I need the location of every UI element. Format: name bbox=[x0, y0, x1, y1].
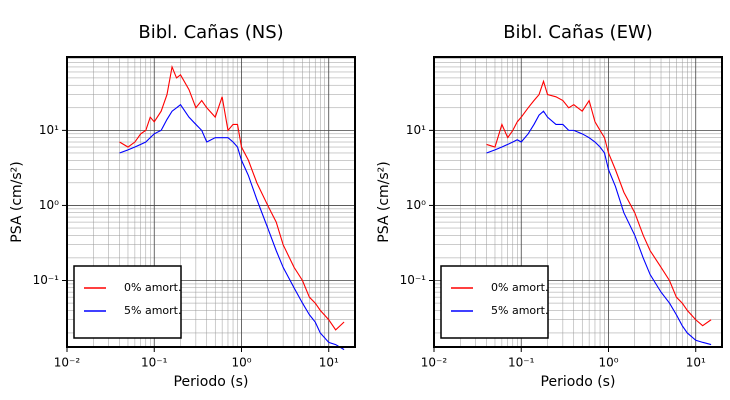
x-tick-label: 10⁻¹ bbox=[141, 356, 168, 370]
data-line bbox=[119, 103, 345, 351]
data-line bbox=[119, 64, 345, 331]
data-line bbox=[486, 110, 712, 346]
y-tick-label: 10⁻¹ bbox=[33, 273, 60, 287]
y-tick-label: 10¹ bbox=[39, 123, 59, 137]
legend-box bbox=[440, 265, 549, 339]
y-tick-label: 10⁻¹ bbox=[400, 273, 427, 287]
y-tick-label: 10⁰ bbox=[406, 198, 426, 212]
legend-label: 0% amort. bbox=[124, 281, 181, 294]
data-line bbox=[486, 79, 712, 327]
legend-label: 5% amort. bbox=[124, 304, 181, 317]
x-tick-label: 10⁻² bbox=[421, 356, 448, 370]
plot-frame bbox=[433, 56, 723, 348]
chart-title: Bibl. Cañas (NS) bbox=[138, 22, 283, 43]
y-tick-label: 10⁰ bbox=[39, 198, 59, 212]
x-axis-label: Periodo (s) bbox=[174, 374, 249, 390]
legend-label: 5% amort. bbox=[491, 304, 548, 317]
y-tick-label: 10¹ bbox=[406, 123, 426, 137]
plot-frame bbox=[66, 56, 356, 348]
x-tick-label: 10⁰ bbox=[598, 356, 618, 370]
chart-title: Bibl. Cañas (EW) bbox=[503, 22, 653, 43]
legend-box bbox=[73, 265, 182, 339]
x-tick-label: 10⁻² bbox=[54, 356, 81, 370]
x-tick-label: 10⁰ bbox=[231, 356, 251, 370]
y-axis-label: PSA (cm/s²) bbox=[9, 161, 25, 243]
x-tick-label: 10¹ bbox=[319, 356, 339, 370]
legend-label: 0% amort. bbox=[491, 281, 548, 294]
y-axis-label: PSA (cm/s²) bbox=[376, 161, 392, 243]
x-axis-label: Periodo (s) bbox=[541, 374, 616, 390]
x-tick-label: 10⁻¹ bbox=[508, 356, 535, 370]
x-tick-label: 10¹ bbox=[686, 356, 706, 370]
